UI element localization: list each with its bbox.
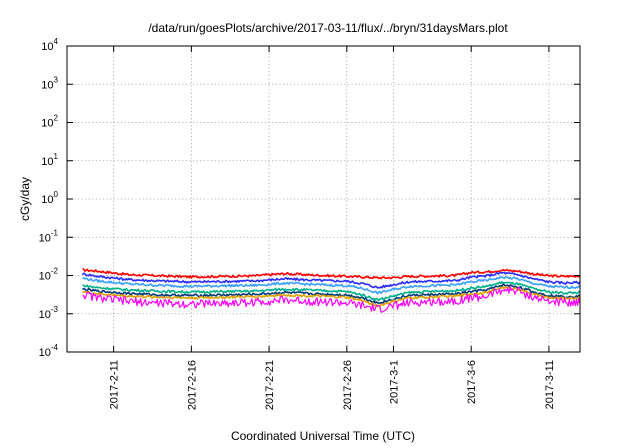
gridlines — [67, 46, 580, 352]
series-line — [82, 286, 581, 313]
y-tick-label: 10-3 — [39, 305, 59, 321]
series-line — [82, 280, 581, 302]
x-tick-label: 2017-2-21 — [264, 360, 276, 410]
y-tick-label: 10-4 — [39, 343, 59, 359]
chart-title: /data/run/goesPlots/archive/2017-03-11/f… — [148, 21, 508, 35]
series-line — [81, 271, 581, 289]
x-tick-label: 2017-3-6 — [466, 360, 478, 404]
y-tick-label: 10-2 — [39, 267, 59, 283]
series-line — [82, 268, 581, 280]
series-line — [82, 275, 581, 295]
y-axis: 10-4 10-3 10-2 10-1 100 101 102 103 104 — [39, 37, 580, 359]
y-tick-label: 10-1 — [39, 228, 59, 244]
x-tick-label: 2017-3-1 — [388, 360, 400, 404]
y-tick-label: 102 — [41, 114, 58, 130]
x-axis: 2017-2-11 2017-2-16 2017-2-21 2017-2-26 2017… — [109, 46, 556, 410]
x-tick-label: 2017-2-16 — [186, 360, 198, 410]
series-lines — [81, 268, 581, 313]
y-tick-label: 100 — [41, 190, 58, 206]
y-tick-label: 101 — [41, 152, 58, 168]
y-tick-label: 103 — [41, 75, 58, 91]
x-tick-label: 2017-3-11 — [544, 360, 556, 409]
x-tick-label: 2017-2-26 — [342, 360, 354, 410]
series-line — [82, 285, 581, 308]
x-axis-label: Coordinated Universal Time (UTC) — [231, 429, 415, 443]
x-tick-label: 2017-2-11 — [109, 360, 121, 409]
series-line — [82, 283, 581, 305]
y-axis-label: cGy/day — [18, 177, 32, 221]
y-tick-label: 104 — [41, 37, 58, 53]
